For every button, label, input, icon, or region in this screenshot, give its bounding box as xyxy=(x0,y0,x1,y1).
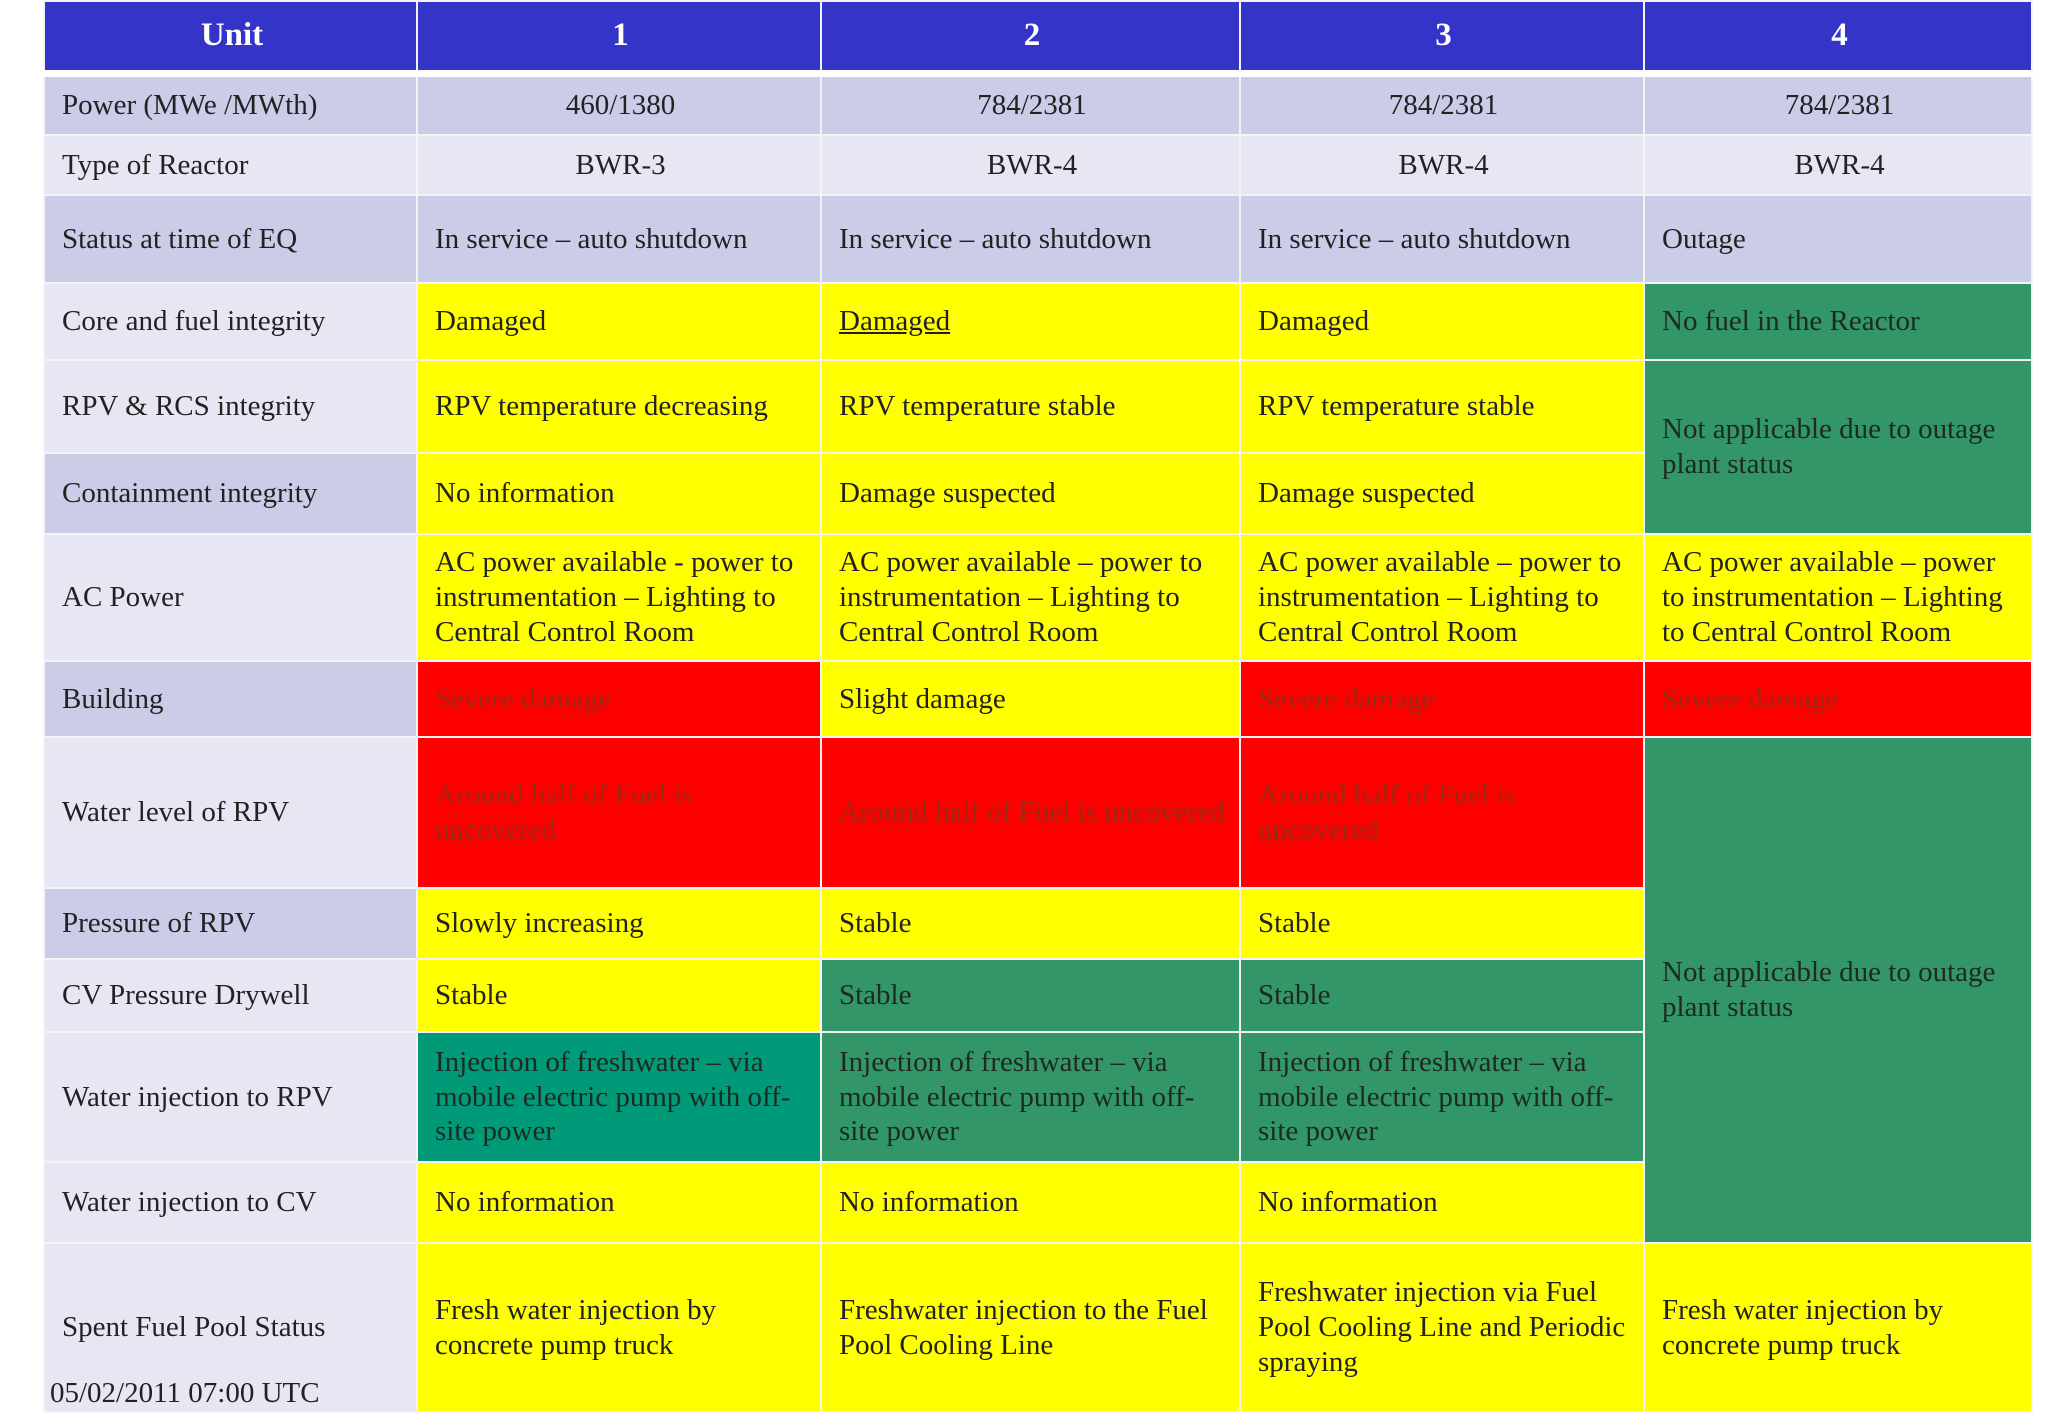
table-row: Core and fuel integrity Damaged Damaged Dam… xyxy=(43,282,2033,361)
status-cell: RPV temperature stable xyxy=(820,359,1241,454)
row-label: Pressure of RPV xyxy=(43,887,418,960)
row-label: Core and fuel integrity xyxy=(43,282,418,361)
header-row: Unit 1 2 3 4 xyxy=(43,0,2033,77)
row-label: Spent Fuel Pool Status xyxy=(43,1242,418,1413)
status-cell: Outage xyxy=(1643,194,2033,284)
status-cell: Stable xyxy=(820,887,1241,960)
footnote: 05/02/2011 07:00 UTC xyxy=(50,1377,320,1409)
status-cell: Damage suspected xyxy=(1239,452,1645,535)
header-cell: Unit xyxy=(43,0,418,77)
status-cell: Damaged xyxy=(1239,282,1645,361)
row-label: RPV & RCS integrity xyxy=(43,359,418,454)
status-cell: Around half of Fuel is uncovered xyxy=(820,736,1241,889)
status-cell: BWR-3 xyxy=(416,134,822,196)
table-row: Spent Fuel Pool Status Fresh water inject… xyxy=(43,1242,2033,1413)
status-cell: 460/1380 xyxy=(416,72,822,136)
status-cell: Slowly increasing xyxy=(416,887,822,960)
status-cell: Damage suspected xyxy=(820,452,1241,535)
status-cell: No information xyxy=(416,1161,822,1244)
header-cell: 4 xyxy=(1643,0,2033,77)
status-cell: In service – auto shutdown xyxy=(416,194,822,284)
header-cell: 3 xyxy=(1239,0,1645,77)
status-cell: In service – auto shutdown xyxy=(820,194,1241,284)
status-cell: AC power available – power to instrument… xyxy=(820,533,1241,662)
status-cell: AC power available – power to instrument… xyxy=(1239,533,1645,662)
status-cell: Stable xyxy=(416,958,822,1033)
row-label: Status at time of EQ xyxy=(43,194,418,284)
status-cell: Damaged xyxy=(820,282,1241,361)
status-cell: Freshwater injection via Fuel Pool Cooli… xyxy=(1239,1242,1645,1413)
status-cell: In service – auto shutdown xyxy=(1239,194,1645,284)
status-cell: Around half of Fuel is uncovered xyxy=(1239,736,1645,889)
status-cell: AC power available – power to instrument… xyxy=(1643,533,2033,662)
row-label: Water injection to CV xyxy=(43,1161,418,1244)
status-cell: Stable xyxy=(1239,958,1645,1033)
table-row: AC Power AC power available - power to in… xyxy=(43,533,2033,662)
status-cell: Injection of freshwater – via mobile ele… xyxy=(820,1031,1241,1163)
status-cell: Severe damage xyxy=(1239,660,1645,738)
status-table: Unit 1 2 3 4 Power (MWe /MWth) 460/1380 784/23… xyxy=(43,0,2033,1413)
table-row: Water injection to CV No information No in… xyxy=(43,1161,2032,1244)
status-cell: RPV temperature stable xyxy=(1239,359,1645,454)
header-cell: 2 xyxy=(820,0,1241,77)
status-cell: Stable xyxy=(820,958,1241,1033)
status-cell: Slight damage xyxy=(820,660,1241,738)
table-row: Water level of RPV Around half of Fuel is… xyxy=(43,736,2033,1244)
status-cell: BWR-4 xyxy=(1239,134,1645,196)
status-cell: Fresh water injection by concrete pump t… xyxy=(416,1242,822,1413)
status-cell: Around half of Fuel is uncovered xyxy=(416,736,822,889)
status-cell: Damaged xyxy=(416,282,822,361)
status-cell: 784/2381 xyxy=(1643,72,2033,136)
row-label: AC Power xyxy=(43,533,418,662)
status-cell: Stable xyxy=(1239,887,1645,960)
status-cell: Freshwater injection to the Fuel Pool Co… xyxy=(820,1242,1241,1413)
status-cell: 784/2381 xyxy=(820,72,1241,136)
table-row: RPV & RCS integrity RPV temperature decre… xyxy=(43,359,2033,535)
status-cell: Injection of freshwater – via mobile ele… xyxy=(1239,1031,1645,1163)
row-label: CV Pressure Drywell xyxy=(43,958,418,1033)
status-cell: Severe damage xyxy=(416,660,822,738)
table-row: Building Severe damage Slight damage Severe… xyxy=(43,660,2033,738)
row-label: Water injection to RPV xyxy=(43,1031,418,1163)
status-cell: 784/2381 xyxy=(1239,72,1645,136)
table-row: Containment integrity No information Damag… xyxy=(43,452,2032,535)
row-label: Power (MWe /MWth) xyxy=(43,72,418,136)
status-cell: No information xyxy=(1239,1161,1645,1244)
status-cell: No fuel in the Reactor xyxy=(1643,282,2033,361)
row-label: Containment integrity xyxy=(43,452,418,535)
row-label: Type of Reactor xyxy=(43,134,418,196)
table-row: Water injection to RPV Injection of fresh… xyxy=(43,1031,2032,1163)
status-cell: RPV temperature decreasing xyxy=(416,359,822,454)
status-cell: No information xyxy=(820,1161,1241,1244)
status-cell: Severe damage xyxy=(1643,660,2033,738)
header-cell: 1 xyxy=(416,0,822,77)
status-cell: Not applicable due to outage plant statu… xyxy=(1643,359,2033,535)
status-cell: Injection of freshwater – via mobile ele… xyxy=(416,1031,822,1163)
table-row: Status at time of EQ In service – auto sh… xyxy=(43,194,2033,284)
row-label: Building xyxy=(43,660,418,738)
status-cell: Fresh water injection by concrete pump t… xyxy=(1643,1242,2033,1413)
status-cell: BWR-4 xyxy=(1643,134,2033,196)
row-label: Water level of RPV xyxy=(43,736,418,889)
table-row: Pressure of RPV Slowly increasing Stable St… xyxy=(43,887,2032,960)
status-cell: BWR-4 xyxy=(820,134,1241,196)
table-row: CV Pressure Drywell Stable Stable Stable xyxy=(43,958,2032,1033)
status-cell: Not applicable due to outage plant statu… xyxy=(1643,736,2033,1244)
status-cell: No information xyxy=(416,452,822,535)
status-cell: AC power available - power to instrument… xyxy=(416,533,822,662)
table-row: Power (MWe /MWth) 460/1380 784/2381 784/238… xyxy=(43,72,2033,136)
table-row: Type of Reactor BWR-3 BWR-4 BWR-4 BWR-4 xyxy=(43,134,2033,196)
